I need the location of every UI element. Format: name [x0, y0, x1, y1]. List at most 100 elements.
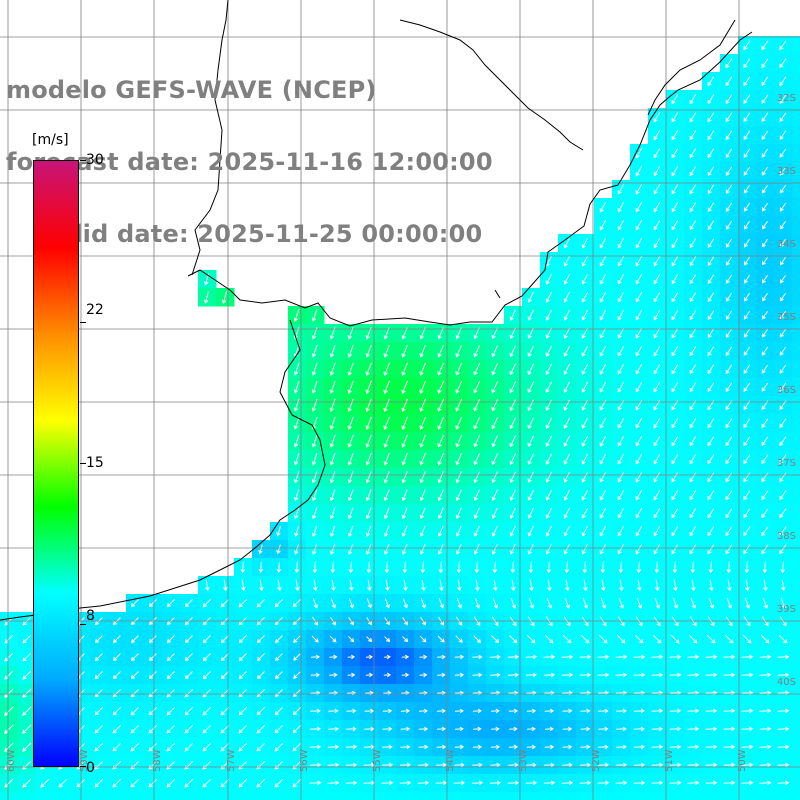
- wind-arrow: [418, 708, 428, 714]
- wind-arrow: [491, 399, 499, 412]
- wind-arrow: [743, 454, 751, 465]
- wind-arrow: [653, 436, 661, 447]
- wind-arrow: [419, 654, 428, 660]
- wind-arrow: [419, 471, 426, 484]
- wind-arrow: [525, 654, 538, 660]
- wind-arrow: [545, 381, 553, 394]
- wind-arrow: [94, 760, 104, 770]
- wind-arrow: [707, 436, 715, 447]
- wind-cell: [792, 468, 800, 487]
- wind-arrow: [599, 417, 607, 429]
- wind-arrow: [761, 328, 769, 338]
- wind-arrow: [295, 579, 300, 592]
- colorbar-label-15: 15: [86, 455, 104, 471]
- wind-arrow: [671, 436, 679, 447]
- wind-arrow: [364, 708, 375, 714]
- wind-arrow: [347, 434, 354, 448]
- wind-arrow: [528, 561, 534, 574]
- wind-arrow: [274, 707, 283, 716]
- wind-arrow: [759, 762, 772, 768]
- wind-arrow: [741, 654, 754, 660]
- wind-arrow: [743, 256, 750, 266]
- wind-arrow: [472, 708, 482, 714]
- wind-arrow: [581, 345, 589, 357]
- wind-arrow: [651, 726, 664, 732]
- wind-arrow: [347, 471, 354, 484]
- wind-arrow: [148, 724, 158, 734]
- wind-arrow: [581, 471, 589, 483]
- wind-arrow: [761, 490, 769, 501]
- wind-arrow: [708, 597, 715, 609]
- wind-arrow: [651, 780, 664, 786]
- longitude-label: 56W: [299, 749, 310, 772]
- wind-arrow: [617, 256, 625, 267]
- wind-arrow: [345, 780, 358, 786]
- wind-arrow: [184, 599, 193, 608]
- wind-cell: [792, 90, 800, 109]
- wind-cell: [702, 792, 721, 800]
- wind-cell: [630, 792, 649, 800]
- wind-cell: [792, 666, 800, 685]
- wind-arrow: [633, 726, 645, 732]
- wind-arrow: [689, 94, 697, 105]
- wind-arrow: [293, 363, 300, 376]
- wind-arrow: [743, 436, 751, 447]
- wind-arrow: [382, 708, 393, 714]
- wind-arrow: [742, 634, 752, 644]
- wind-arrow: [508, 744, 519, 750]
- wind-arrow: [743, 274, 750, 284]
- wind-arrow: [256, 671, 265, 680]
- wind-cell: [198, 792, 217, 800]
- wind-arrow: [347, 380, 354, 394]
- wind-cell: [558, 792, 577, 800]
- wind-arrow: [491, 453, 498, 466]
- wind-arrow: [347, 489, 354, 502]
- wind-arrow: [565, 579, 570, 592]
- wind-arrow: [293, 489, 300, 502]
- wind-arrow: [563, 345, 571, 357]
- wind-cell: [324, 792, 343, 800]
- wind-arrow: [723, 744, 736, 750]
- wind-arrow: [365, 471, 372, 484]
- wind-arrow: [689, 184, 697, 195]
- wind-cell: [792, 702, 800, 721]
- latitude-label: 38S: [777, 531, 796, 542]
- wind-arrow: [508, 672, 519, 678]
- wind-arrow: [401, 398, 408, 413]
- wind-arrow: [761, 310, 769, 320]
- wind-arrow: [220, 688, 230, 698]
- wind-arrow: [455, 380, 463, 394]
- wind-arrow: [707, 292, 715, 303]
- wind-arrow: [707, 274, 715, 285]
- wind-arrow: [311, 380, 318, 394]
- wind-cell: [684, 792, 703, 800]
- wind-arrow: [292, 724, 302, 734]
- wind-arrow: [507, 780, 520, 786]
- wind-cell: [792, 342, 800, 361]
- wind-arrow: [779, 544, 787, 555]
- wind-arrow: [437, 435, 444, 448]
- wind-arrow: [653, 364, 661, 375]
- wind-arrow: [743, 130, 751, 140]
- wind-arrow: [293, 381, 300, 394]
- wind-arrow: [581, 363, 589, 375]
- wind-arrow: [345, 744, 358, 750]
- wind-arrow: [777, 780, 790, 786]
- wind-arrow: [347, 672, 356, 678]
- wind-cell: [792, 126, 800, 145]
- longitude-label: 52W: [591, 749, 602, 772]
- wind-arrow: [707, 94, 715, 105]
- wind-arrow: [761, 472, 769, 483]
- wind-arrow: [725, 526, 733, 537]
- wind-arrow: [205, 579, 210, 592]
- wind-arrow: [653, 382, 661, 393]
- wind-arrow: [401, 380, 408, 395]
- wind-arrow: [761, 40, 769, 51]
- wind-arrow: [706, 634, 716, 644]
- wind-arrow: [453, 780, 466, 786]
- wind-arrow: [328, 708, 339, 714]
- wind-arrow: [202, 742, 212, 752]
- title-model-line: modelo GEFS-WAVE (NCEP): [6, 76, 377, 104]
- wind-arrow: [562, 634, 572, 644]
- wind-arrow: [707, 148, 715, 159]
